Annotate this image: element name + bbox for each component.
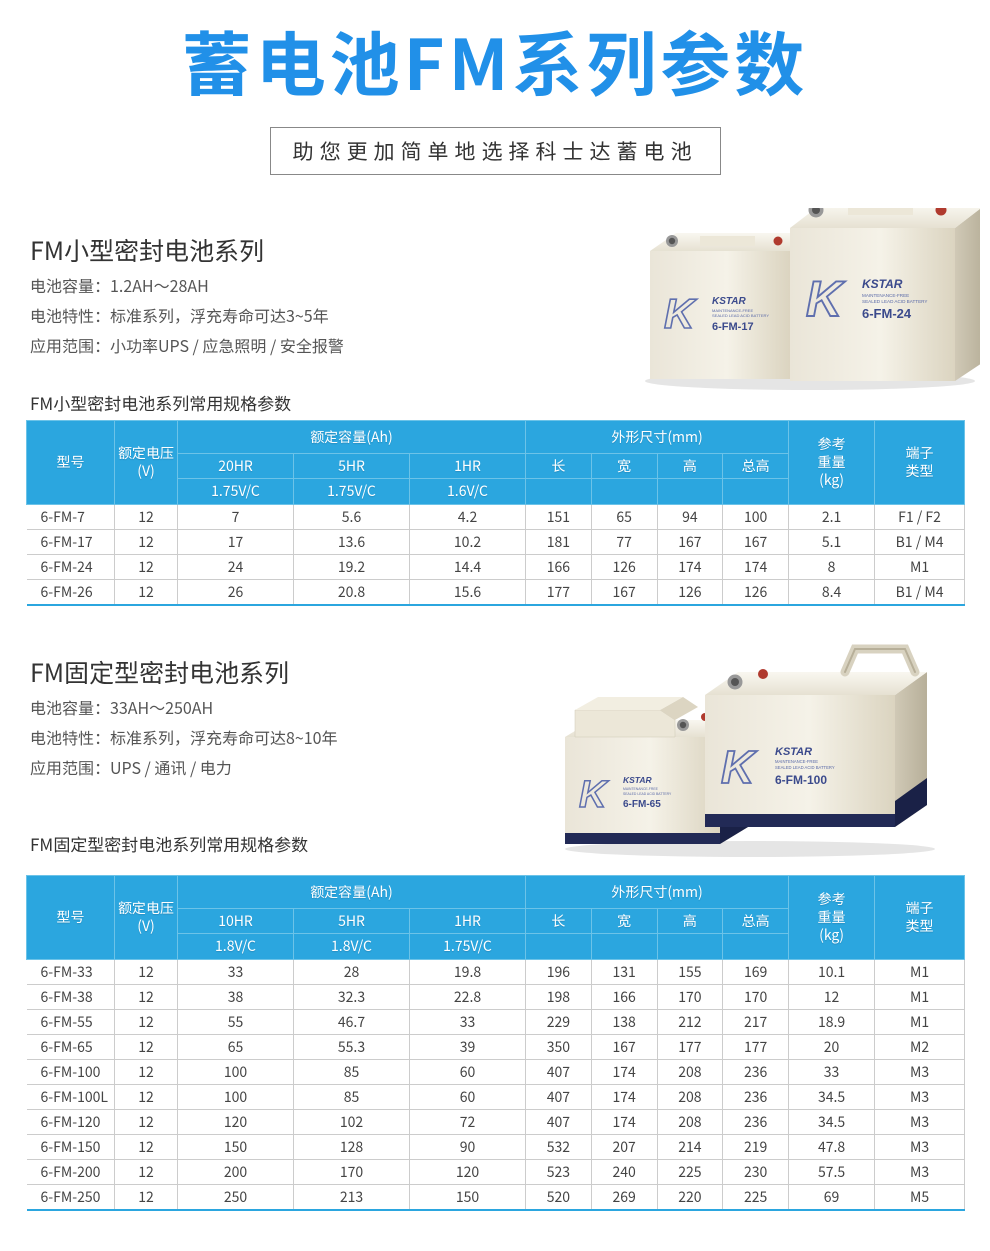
svg-text:K: K — [721, 741, 757, 793]
svg-text:MAINTENANCE-FREE: MAINTENANCE-FREE — [775, 759, 818, 764]
svg-text:K: K — [806, 271, 846, 327]
svg-text:K: K — [579, 774, 609, 816]
svg-text:SEALED LEAD ACID BATTERY: SEALED LEAD ACID BATTERY — [862, 299, 927, 304]
svg-text:KSTAR: KSTAR — [862, 277, 903, 291]
svg-text:6-FM-17: 6-FM-17 — [712, 321, 754, 333]
svg-text:6-FM-65: 6-FM-65 — [623, 799, 661, 810]
svg-text:MAINTENANCE-FREE: MAINTENANCE-FREE — [862, 293, 909, 298]
svg-text:KSTAR: KSTAR — [623, 775, 653, 785]
svg-text:SEALED LEAD ACID BATTERY: SEALED LEAD ACID BATTERY — [623, 792, 672, 796]
svg-text:K: K — [664, 290, 697, 337]
svg-text:KSTAR: KSTAR — [775, 746, 812, 758]
svg-text:6-FM-100: 6-FM-100 — [775, 773, 827, 787]
svg-text:6-FM-24: 6-FM-24 — [862, 306, 912, 321]
svg-text:MAINTENANCE-FREE: MAINTENANCE-FREE — [623, 787, 659, 791]
svg-text:SEALED LEAD ACID BATTERY: SEALED LEAD ACID BATTERY — [712, 313, 769, 318]
svg-text:KSTAR: KSTAR — [712, 296, 746, 307]
svg-text:SEALED LEAD ACID BATTERY: SEALED LEAD ACID BATTERY — [775, 765, 835, 770]
